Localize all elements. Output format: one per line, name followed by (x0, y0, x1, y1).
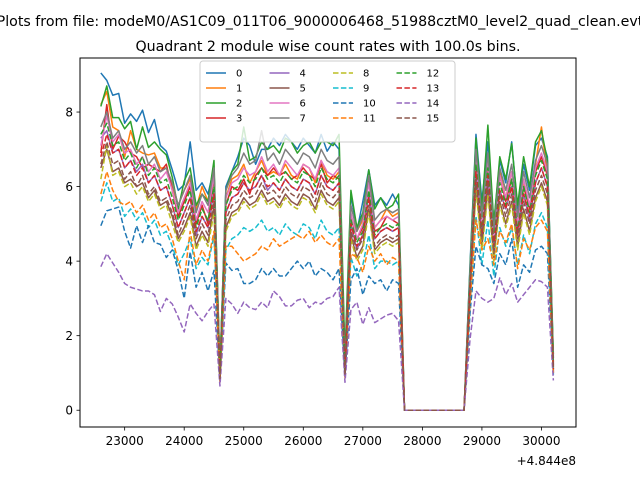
series-line-14 (100, 252, 555, 411)
series-line-7 (100, 111, 555, 411)
series-line-10 (100, 206, 555, 411)
legend-label: 13 (427, 84, 440, 95)
legend-label: 7 (300, 114, 306, 125)
y-tick-label: 0 (65, 404, 73, 418)
x-tick-label: 23000 (106, 434, 144, 448)
axis-ticks: 23000 24000 25000 26000 27000 28000 29000 30000… (65, 106, 560, 448)
x-tick-label: 29000 (463, 434, 501, 448)
x-tick-label: 28000 (403, 434, 441, 448)
x-tick-label: 26000 (284, 434, 322, 448)
figure-suptitle: Plots from file: modeM0/AS1C09_011T06_90… (0, 14, 640, 30)
legend-label: 6 (300, 99, 306, 110)
legend-label: 3 (236, 114, 242, 125)
x-tick-label: 27000 (344, 434, 382, 448)
legend-label: 11 (363, 114, 376, 125)
y-tick-label: 2 (65, 329, 73, 343)
legend-label: 2 (236, 99, 242, 110)
axes-frame (79, 57, 577, 428)
legend-box (199, 60, 456, 143)
y-tick-label: 8 (65, 106, 73, 120)
legend-label: 4 (300, 69, 306, 80)
chart-title: Quadrant 2 module wise count rates with … (135, 39, 520, 55)
legend-label: 15 (427, 114, 440, 125)
series-line-8 (100, 144, 555, 411)
x-tick-label: 30000 (522, 434, 560, 448)
series-line-9 (100, 182, 555, 411)
y-tick-label: 6 (65, 180, 73, 194)
legend-label: 0 (236, 69, 242, 80)
legend-label: 9 (363, 84, 369, 95)
x-tick-label: 25000 (225, 434, 263, 448)
legend-label: 8 (363, 69, 369, 80)
legend-label: 5 (300, 84, 306, 95)
series-line-11 (100, 170, 555, 411)
x-tick-label: 24000 (165, 434, 203, 448)
legend-label: 12 (427, 69, 440, 80)
legend-label: 1 (236, 84, 242, 95)
x-offset-label: +4.844e8 (517, 454, 576, 468)
y-tick-label: 4 (65, 255, 73, 269)
legend-label: 14 (427, 99, 440, 110)
legend-label: 10 (363, 99, 376, 110)
series-line-15 (100, 141, 555, 411)
